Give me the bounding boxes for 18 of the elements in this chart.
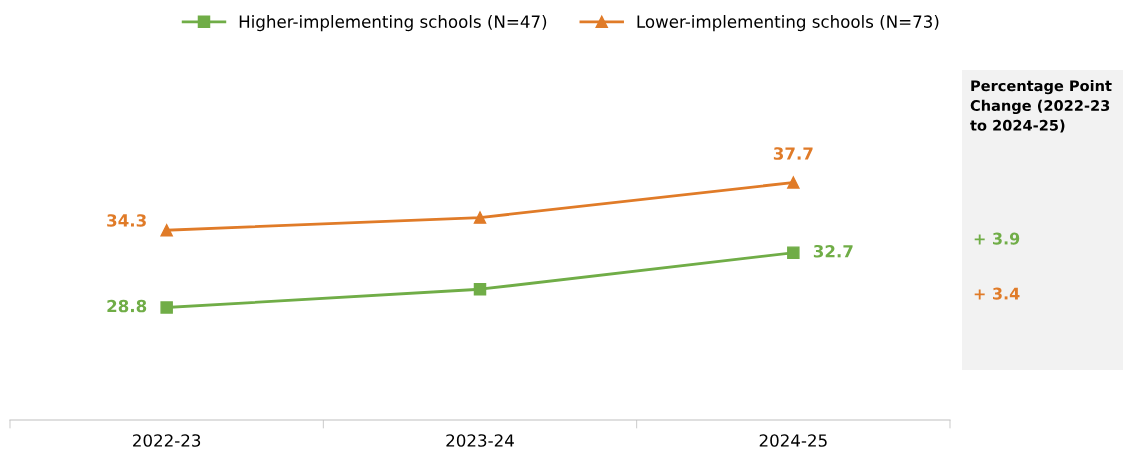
text: Percentage Point Change (2022-23 to 2024-25) <box>970 80 1112 133</box>
point <box>160 224 173 237</box>
point <box>473 211 487 224</box>
legend-label: Higher-implementing schools (N=47) <box>239 15 547 32</box>
data-label: 28.8 <box>107 299 147 313</box>
data-label: 34.3 <box>107 214 146 227</box>
data-label: 32.7 <box>813 244 853 258</box>
x-tick-label: 2023-24 <box>446 434 514 447</box>
x-tick-label: 2022-23 <box>133 434 201 447</box>
text: + 3.4 <box>974 287 1020 300</box>
point <box>787 176 800 189</box>
legend-label: Lower-implementing schools (N=73) <box>637 15 939 32</box>
point <box>787 246 800 259</box>
point <box>160 301 173 314</box>
point <box>473 282 487 296</box>
x-tick-label: 2024-25 <box>759 434 827 447</box>
text: + 3.9 <box>974 232 1020 245</box>
data-label: 37.7 <box>773 147 813 160</box>
